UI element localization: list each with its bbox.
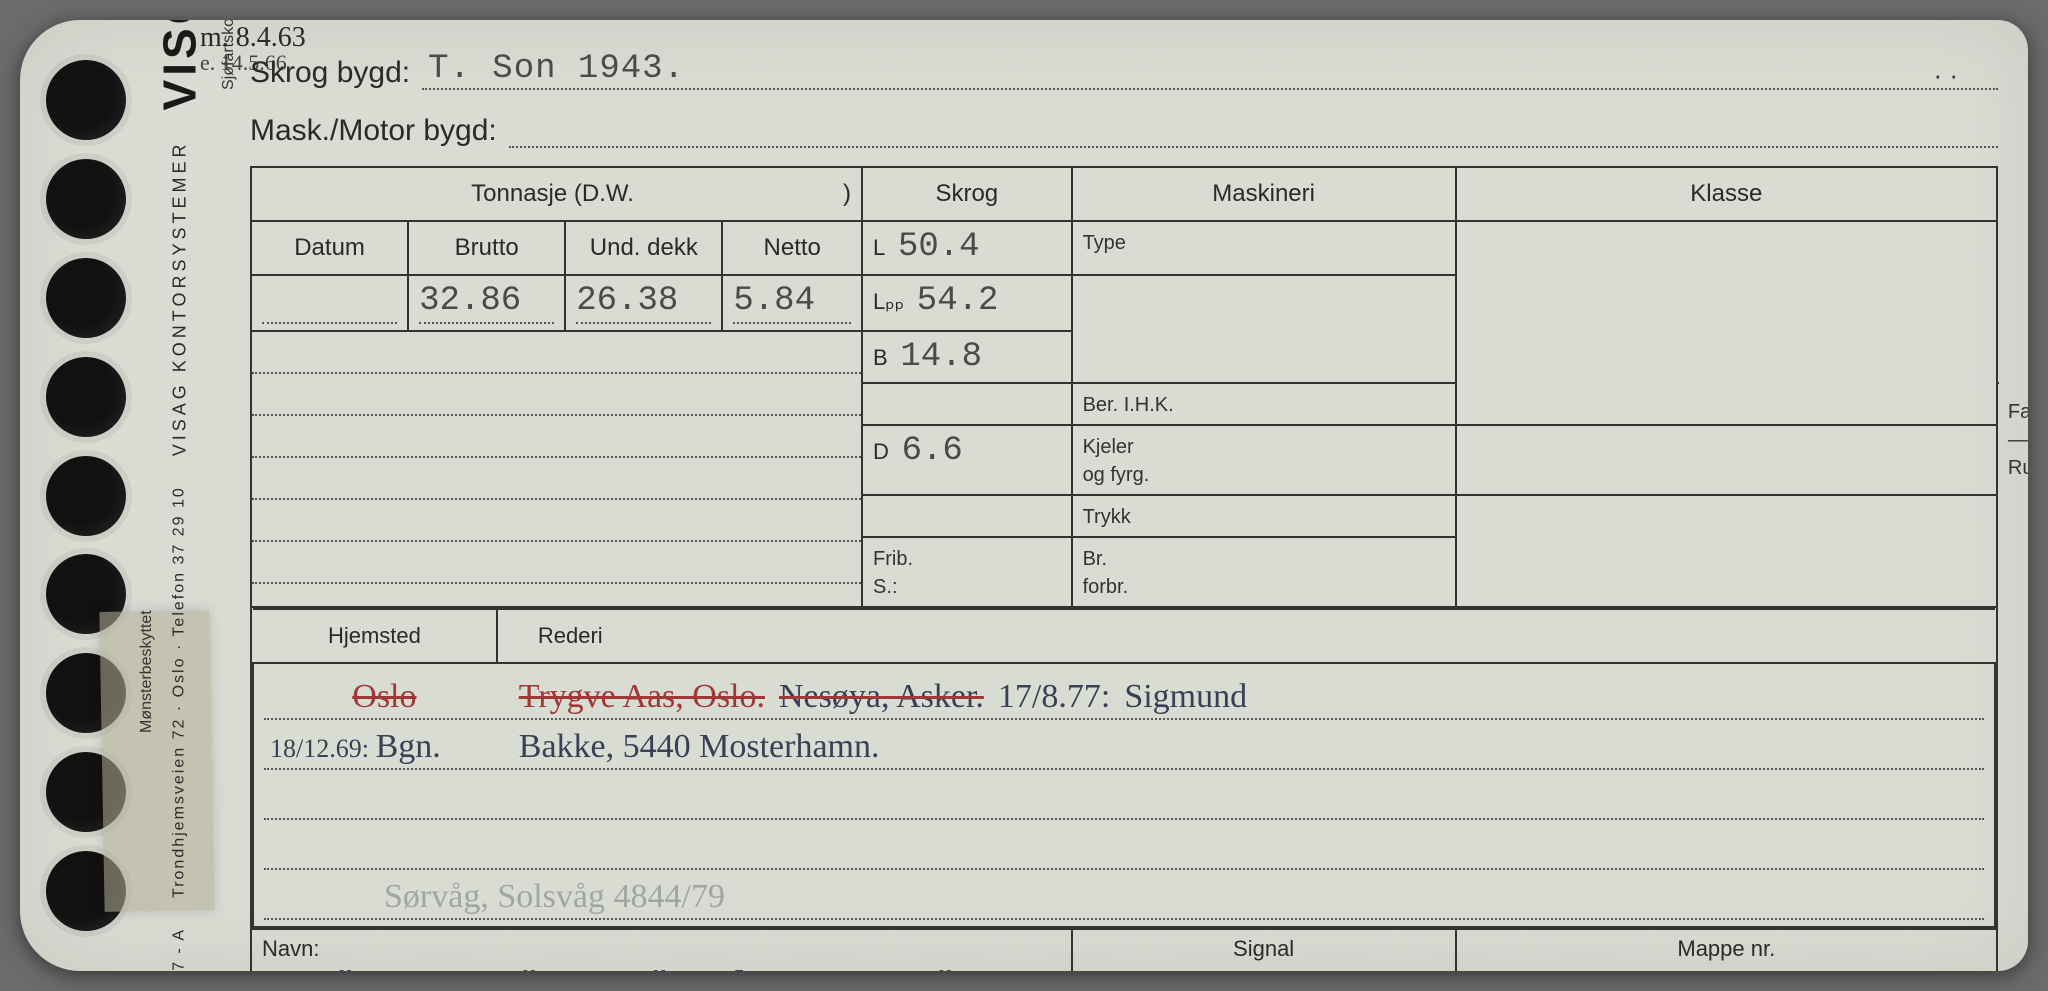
cell-skrog-B: B 14.8 xyxy=(862,331,1072,383)
lbl-D: D xyxy=(873,439,889,464)
label-skrog-bygd: Skrog bygd: xyxy=(250,56,410,90)
main-table: Tonnasje (D.W. ) Skrog Maskineri Klasse … xyxy=(250,166,1998,971)
form-area: · · Skrog bygd: T. Son 1943. Mask./Motor… xyxy=(250,50,1998,951)
lbl-L: L xyxy=(873,235,885,260)
punch-hole xyxy=(46,60,126,140)
cell-navn: Navn: ms. "Herreper" 17/8.77: "Gamle Sva… xyxy=(251,929,1072,971)
th-skrog: Skrog xyxy=(862,167,1072,221)
hj1-tail: Sigmund xyxy=(1124,678,1247,716)
index-card: Skjema nr. 53007 - A Trondhjemsveien 72 … xyxy=(20,20,2028,971)
hjemsted-row-2: 18/12.69: Bgn. Bakke, 5440 Mosterhamn. xyxy=(264,720,1984,770)
hjemsted-row-3 xyxy=(264,770,1984,820)
th-netto: Netto xyxy=(722,221,862,275)
row-mask-bygd: Mask./Motor bygd: xyxy=(250,108,1998,148)
lbl-type: Type xyxy=(1083,232,1126,254)
cell-klasse-empty xyxy=(1456,221,1997,425)
lbl-mappe: Mappe nr. xyxy=(1467,936,1986,962)
card-root: Skjema nr. 53007 - A Trondhjemsveien 72 … xyxy=(20,20,2028,971)
th-tonnasje-text: Tonnasje (D.W. xyxy=(471,180,634,207)
th-brutto: Brutto xyxy=(408,221,565,275)
val-Lpp: 54.2 xyxy=(917,282,999,320)
punch-hole xyxy=(46,258,126,338)
th-und-dekk: Und. dekk xyxy=(565,221,722,275)
hj1-date: 17/8.77: xyxy=(998,678,1110,716)
cell-mappe: Mappe nr. not. 4/63 xyxy=(1456,929,1997,971)
cell-und: 26.38 xyxy=(565,275,722,331)
punch-hole xyxy=(46,456,126,536)
lbl-Lpp: Lₚₚ xyxy=(873,289,904,314)
th-rederi: Rederi xyxy=(497,609,1995,663)
val-L: 50.4 xyxy=(898,228,980,266)
hjemsted-block: Hjemsted Rederi Oslo Trygve Aas, Oslo. N… xyxy=(251,607,1997,929)
hj2-date: 18/12.69: xyxy=(264,734,369,763)
top-right-mark: · · xyxy=(1933,60,1958,91)
lbl-frib: Frib. xyxy=(873,548,913,570)
val-B: 14.8 xyxy=(900,338,982,376)
hjemsted-row-5: Sørvåg, Solsvåg 4844/79 xyxy=(264,870,1984,920)
cell-klasse-lower xyxy=(1456,495,1997,607)
cell-skrog-Lpp: Lₚₚ 54.2 xyxy=(862,275,1072,331)
cell-mask-type-space xyxy=(1072,275,1456,383)
hj5-faint: Sørvåg, Solsvåg 4844/79 xyxy=(264,878,725,916)
navn-prefix: ms. xyxy=(262,968,323,971)
th-hjemsted: Hjemsted xyxy=(253,609,497,663)
lbl-br2: forbr. xyxy=(1083,576,1129,598)
handnote-line1: m. 8.4.63 xyxy=(200,24,306,52)
tonnasje-empty-rows xyxy=(251,331,862,607)
lbl-navn: Navn: xyxy=(262,936,1061,962)
cell-netto: 5.84 xyxy=(722,275,862,331)
lbl-ber: Ber. I.H.K. xyxy=(1083,394,1174,416)
lbl-kjeler1: Kjeler xyxy=(1083,436,1134,458)
cell-mask-br: Br. forbr. xyxy=(1072,537,1456,607)
lbl-B: B xyxy=(873,345,888,370)
cell-skrog-D: D 6.6 xyxy=(862,425,1072,495)
th-maskineri: Maskineri xyxy=(1072,167,1456,221)
th-tonnasje: Tonnasje (D.W. ) xyxy=(251,167,862,221)
punch-hole xyxy=(46,159,126,239)
row-skrog-bygd: Skrog bygd: T. Son 1943. xyxy=(250,50,1998,90)
lbl-signal: Signal xyxy=(1083,936,1445,962)
val-D: 6.6 xyxy=(902,432,963,470)
side-manufacturer-print: Skjema nr. 53007 - A Trondhjemsveien 72 … xyxy=(140,20,220,971)
lbl-s: S.: xyxy=(873,576,897,598)
side-skjema: Skjema nr. 53007 - A xyxy=(171,927,189,971)
value-mask-bygd xyxy=(509,108,521,146)
hjemsted-row-1: Oslo Trygve Aas, Oslo. Nesøya, Asker. 17… xyxy=(264,670,1984,720)
cell-signal: Signal L L Q F xyxy=(1072,929,1456,971)
cell-mask-type: Type xyxy=(1072,221,1456,275)
cell-mask-trykk: Trykk xyxy=(1072,495,1456,537)
navn-struck: "Herreper" xyxy=(335,968,539,971)
cell-skrog-L: L 50.4 xyxy=(862,221,1072,275)
hj1-col1: Oslo xyxy=(352,678,416,715)
hj2-col2: Bakke, 5440 Mosterhamn. xyxy=(519,728,880,766)
cell-mask-kjeler: Kjeler og fyrg. xyxy=(1072,425,1456,495)
cell-brutto: 32.86 xyxy=(408,275,565,331)
side-brand: VISCARD xyxy=(153,20,207,110)
cell-skrog-frib: Frib. S.: xyxy=(862,537,1072,607)
cell-datum xyxy=(251,275,408,331)
hjemsted-row-4 xyxy=(264,820,1984,870)
navn-value: "Gamle Svarten" xyxy=(649,968,955,971)
th-klasse: Klasse xyxy=(1456,167,1997,221)
side-sub: VISAG KONTORSYSTEMER xyxy=(170,140,191,456)
lbl-farts: Fartsområde — Rute xyxy=(2008,401,2028,479)
hj2-col1: Bgn. xyxy=(376,728,441,765)
hj1-col2: Trygve Aas, Oslo. xyxy=(519,678,765,716)
side-addr: Trondhjemsveien 72 · Oslo · Telefon 37 2… xyxy=(171,486,189,898)
lbl-br1: Br. xyxy=(1083,548,1107,570)
side-monster: Mønsterbeskyttet xyxy=(138,610,156,733)
th-tonnasje-close: ) xyxy=(843,180,851,208)
lbl-trykk: Trykk xyxy=(1083,506,1131,528)
punch-hole xyxy=(46,357,126,437)
cell-skrog-gap2 xyxy=(862,495,1072,537)
value-skrog-bygd: T. Son 1943. xyxy=(422,50,691,88)
hj1-extra: Nesøya, Asker. xyxy=(779,678,984,716)
lbl-kjeler2: og fyrg. xyxy=(1083,464,1150,486)
th-datum: Datum xyxy=(251,221,408,275)
signal-value: L L Q F xyxy=(1192,968,1335,971)
cell-mask-ber: Ber. I.H.K. xyxy=(1072,383,1456,425)
cell-skrog-gap1 xyxy=(862,383,1072,425)
label-mask-bygd: Mask./Motor bygd: xyxy=(250,114,497,148)
